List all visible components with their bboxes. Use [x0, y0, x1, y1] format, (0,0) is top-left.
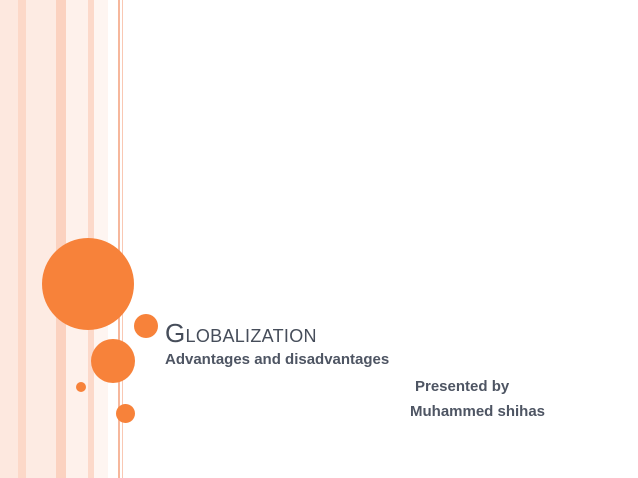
decorative-circle-large — [42, 238, 134, 330]
decorative-circle-tiny — [76, 382, 86, 392]
decorative-circle-mid — [91, 339, 135, 383]
decorative-stripe-line — [118, 0, 120, 478]
decorative-stripe-line — [122, 0, 123, 478]
decorative-circle-small — [116, 404, 135, 423]
decorative-circle-medium — [134, 314, 158, 338]
slide-title: Globalization — [165, 318, 317, 348]
presented-by-label: Presented by — [415, 378, 510, 395]
decorative-stripe — [0, 0, 18, 478]
decorative-stripe — [56, 0, 66, 478]
author-name: Muhammed shihas — [410, 403, 546, 420]
decorative-stripe — [18, 0, 26, 478]
slide-subtitle: Advantages and disadvantages — [165, 351, 390, 368]
decorative-stripe — [26, 0, 56, 478]
